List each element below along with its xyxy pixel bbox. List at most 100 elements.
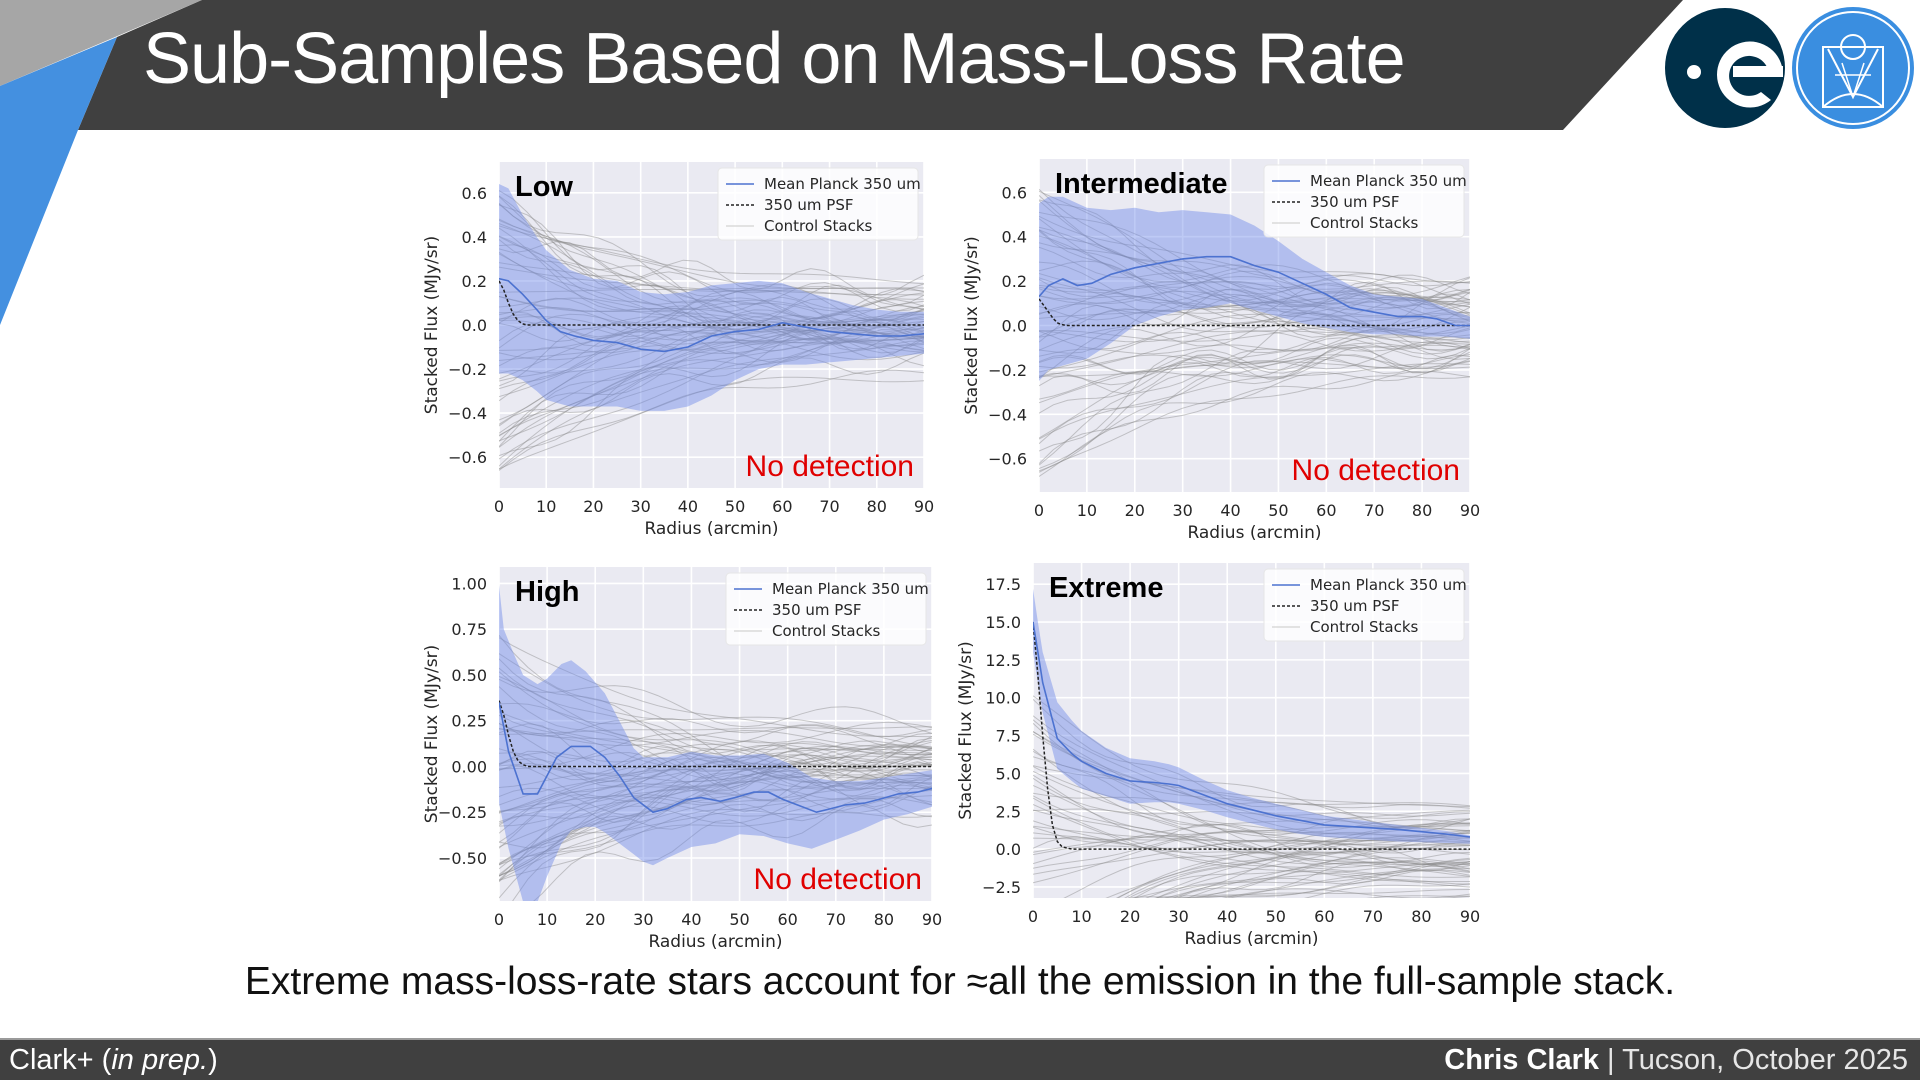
x-tick-label: 80 bbox=[1412, 501, 1432, 520]
control-stack-line bbox=[1033, 777, 1470, 865]
control-stack-line bbox=[1033, 719, 1470, 868]
x-tick-label: 0 bbox=[494, 910, 504, 929]
legend-entry: 350 um PSF bbox=[764, 196, 853, 214]
control-stack-line bbox=[1033, 792, 1470, 809]
x-tick-label: 30 bbox=[630, 497, 650, 516]
y-tick-label: −0.4 bbox=[448, 404, 487, 423]
control-stack-line bbox=[499, 338, 924, 434]
control-stack-line bbox=[1039, 293, 1470, 452]
control-stack-line bbox=[1153, 859, 1470, 898]
control-stack-line bbox=[499, 726, 932, 735]
control-stack-line bbox=[1039, 261, 1470, 318]
citation-suffix: ) bbox=[208, 1044, 218, 1076]
control-stack-line bbox=[1039, 190, 1470, 316]
control-stack-line bbox=[499, 342, 924, 470]
control-stack-line bbox=[1039, 363, 1470, 440]
control-stack-line bbox=[1063, 830, 1470, 898]
no-detection-annotation: No detection bbox=[1292, 454, 1460, 487]
control-stack-line bbox=[499, 241, 924, 296]
x-tick-label: 30 bbox=[1172, 501, 1192, 520]
citation: Clark+ (in prep.) bbox=[9, 1044, 218, 1077]
control-stack-line bbox=[1127, 869, 1470, 898]
control-stack-line bbox=[499, 341, 924, 442]
no-detection-annotation: No detection bbox=[746, 450, 914, 483]
control-stack-line bbox=[499, 747, 932, 775]
control-stack-line bbox=[533, 804, 932, 901]
y-tick-label: −0.25 bbox=[438, 803, 487, 822]
control-stack-line bbox=[499, 702, 932, 738]
control-stack-line bbox=[1105, 829, 1470, 898]
y-tick-label: 0.6 bbox=[462, 184, 487, 203]
mean-planck-line bbox=[1033, 621, 1470, 838]
control-stack-line bbox=[1186, 845, 1470, 898]
x-tick-label: 90 bbox=[1460, 501, 1480, 520]
y-axis-label: Stacked Flux (MJy/sr) bbox=[422, 236, 442, 414]
y-tick-label: 0.0 bbox=[462, 316, 487, 335]
control-stack-line bbox=[1039, 327, 1470, 466]
control-stack-line bbox=[499, 746, 932, 849]
control-stack-line bbox=[499, 195, 924, 345]
control-stack-line bbox=[1033, 808, 1470, 817]
control-stack-line bbox=[499, 326, 924, 421]
y-tick-label: 0.2 bbox=[462, 272, 487, 291]
control-stack-line bbox=[499, 190, 924, 332]
y-tick-label: 5.0 bbox=[996, 764, 1021, 783]
control-stack-line bbox=[1039, 361, 1470, 377]
control-stack-line bbox=[499, 745, 932, 777]
control-stack-line bbox=[1033, 819, 1470, 869]
control-stack-line bbox=[499, 658, 932, 779]
legend-entry: Control Stacks bbox=[1310, 618, 1419, 636]
control-stack-line bbox=[499, 686, 932, 792]
control-stack-line bbox=[499, 637, 932, 738]
control-stack-line bbox=[1039, 375, 1470, 473]
citation-status: in prep. bbox=[111, 1044, 209, 1076]
control-stack-line bbox=[1033, 774, 1470, 870]
control-stack-line bbox=[499, 316, 924, 354]
y-tick-label: −0.50 bbox=[438, 849, 487, 868]
title-bar bbox=[78, 0, 1683, 130]
control-stack-line bbox=[1155, 857, 1470, 898]
control-stack-line bbox=[499, 329, 924, 361]
x-axis-label: Radius (arcmin) bbox=[1184, 929, 1318, 949]
control-stack-line bbox=[1039, 242, 1470, 321]
control-stack-line bbox=[499, 780, 932, 817]
x-tick-label: 10 bbox=[1071, 907, 1091, 926]
control-stack-line bbox=[1033, 750, 1470, 869]
control-stack-line bbox=[499, 322, 924, 351]
control-stack-line bbox=[499, 748, 932, 798]
x-tick-label: 50 bbox=[729, 910, 749, 929]
control-stack-line bbox=[1039, 215, 1470, 283]
control-stack-line bbox=[1033, 797, 1470, 883]
control-stack-line bbox=[1033, 695, 1470, 819]
y-tick-label: −0.4 bbox=[988, 405, 1027, 424]
control-stack-line bbox=[499, 369, 924, 471]
control-stack-line bbox=[1033, 809, 1470, 865]
control-stack-line bbox=[499, 324, 924, 367]
control-stack-line bbox=[1033, 770, 1470, 851]
x-tick-label: 10 bbox=[1077, 501, 1097, 520]
control-stack-line bbox=[499, 752, 932, 790]
control-stack-line bbox=[1178, 869, 1470, 898]
control-stack-line bbox=[499, 770, 932, 788]
control-stack-line bbox=[1227, 867, 1470, 898]
chart-panel-extreme: 0 10 20 30 40 50 60 70 80 90 −2.5 0.0 2.5 5.0 7.5 10.0 1… bbox=[956, 563, 1480, 949]
control-stack-line bbox=[1191, 878, 1470, 898]
control-stack-line bbox=[1039, 289, 1470, 315]
control-stack-line bbox=[499, 796, 932, 827]
y-tick-label: 7.5 bbox=[996, 727, 1021, 746]
legend: Mean Planck 350 um 350 um PSF Control Stac… bbox=[725, 572, 929, 646]
y-axis-label: Stacked Flux (MJy/sr) bbox=[956, 641, 976, 819]
control-stack-line bbox=[499, 227, 924, 367]
control-stack-line bbox=[1039, 320, 1470, 378]
control-stack-line bbox=[499, 225, 924, 285]
control-stack-line bbox=[1039, 340, 1470, 404]
control-stack-line bbox=[499, 748, 932, 806]
chart-panel-intermediate: 0 10 20 30 40 50 60 70 80 90 −0.6 −0.4 −0.2 0.0 0.2 0.4… bbox=[962, 159, 1480, 543]
control-stack-line bbox=[499, 310, 924, 380]
control-stack-line bbox=[1039, 303, 1470, 373]
control-stack-line bbox=[499, 304, 924, 390]
control-stack-line bbox=[1039, 354, 1470, 400]
control-stack-line bbox=[1039, 329, 1470, 414]
y-tick-label: 0.6 bbox=[1002, 183, 1027, 202]
